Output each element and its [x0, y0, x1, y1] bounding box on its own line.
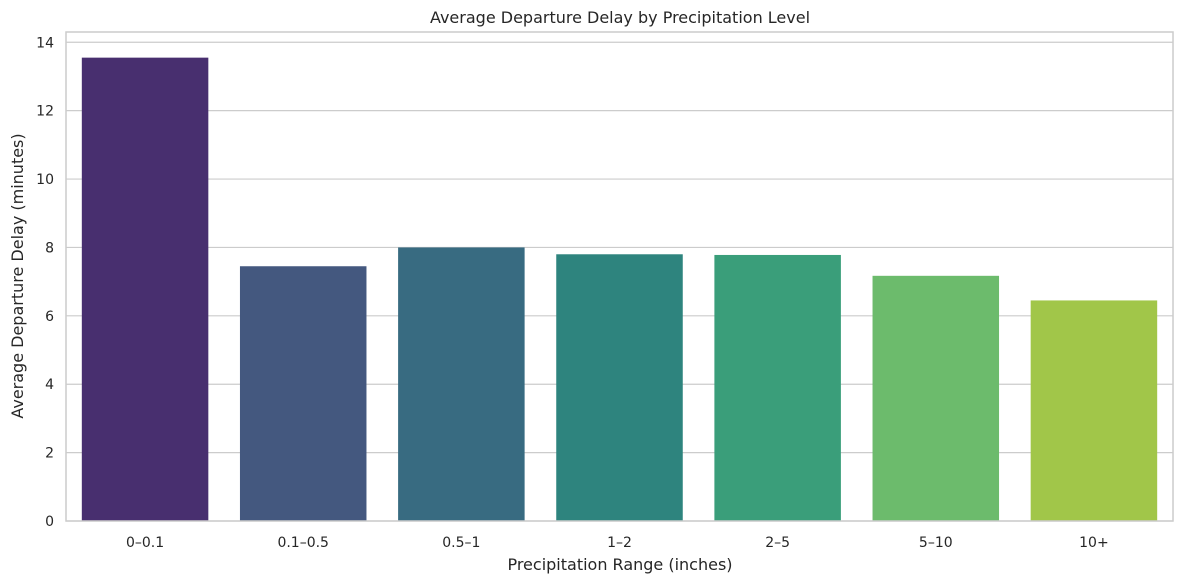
y-tick-label: 14	[36, 35, 54, 51]
chart-title: Average Departure Delay by Precipitation…	[430, 8, 810, 27]
y-tick-label: 4	[45, 377, 54, 393]
x-tick-labels: 0–0.1 0.1–0.5 0.5–1 1–2 2–5 5–10 10+	[126, 535, 1109, 551]
bar	[872, 275, 1000, 521]
x-tick-label: 0.5–1	[442, 535, 480, 551]
bar	[239, 266, 367, 521]
y-tick-label: 2	[45, 446, 54, 462]
y-axis-label: Average Departure Delay (minutes)	[8, 133, 27, 418]
bar	[556, 254, 683, 522]
x-tick-label: 1–2	[607, 535, 632, 551]
y-tick-label: 6	[45, 309, 54, 325]
bar	[81, 57, 209, 522]
y-tick-label: 12	[36, 104, 54, 120]
y-tick-labels: 0 2 4 6 8 10 12 14	[36, 35, 54, 530]
y-tick-label: 0	[45, 514, 54, 530]
bar	[398, 247, 525, 521]
x-tick-label: 0.1–0.5	[277, 535, 329, 551]
x-tick-label: 2–5	[765, 535, 790, 551]
plot-frame	[65, 31, 1174, 522]
bar	[714, 254, 841, 521]
bar	[1030, 300, 1158, 521]
y-tick-label: 10	[36, 172, 54, 188]
x-axis-label: Precipitation Range (inches)	[507, 555, 732, 574]
x-tick-label: 10+	[1079, 535, 1109, 551]
x-tick-label: 0–0.1	[126, 535, 164, 551]
x-tick-label: 5–10	[919, 535, 953, 551]
bars	[81, 57, 1158, 522]
y-tick-label: 8	[45, 240, 54, 256]
